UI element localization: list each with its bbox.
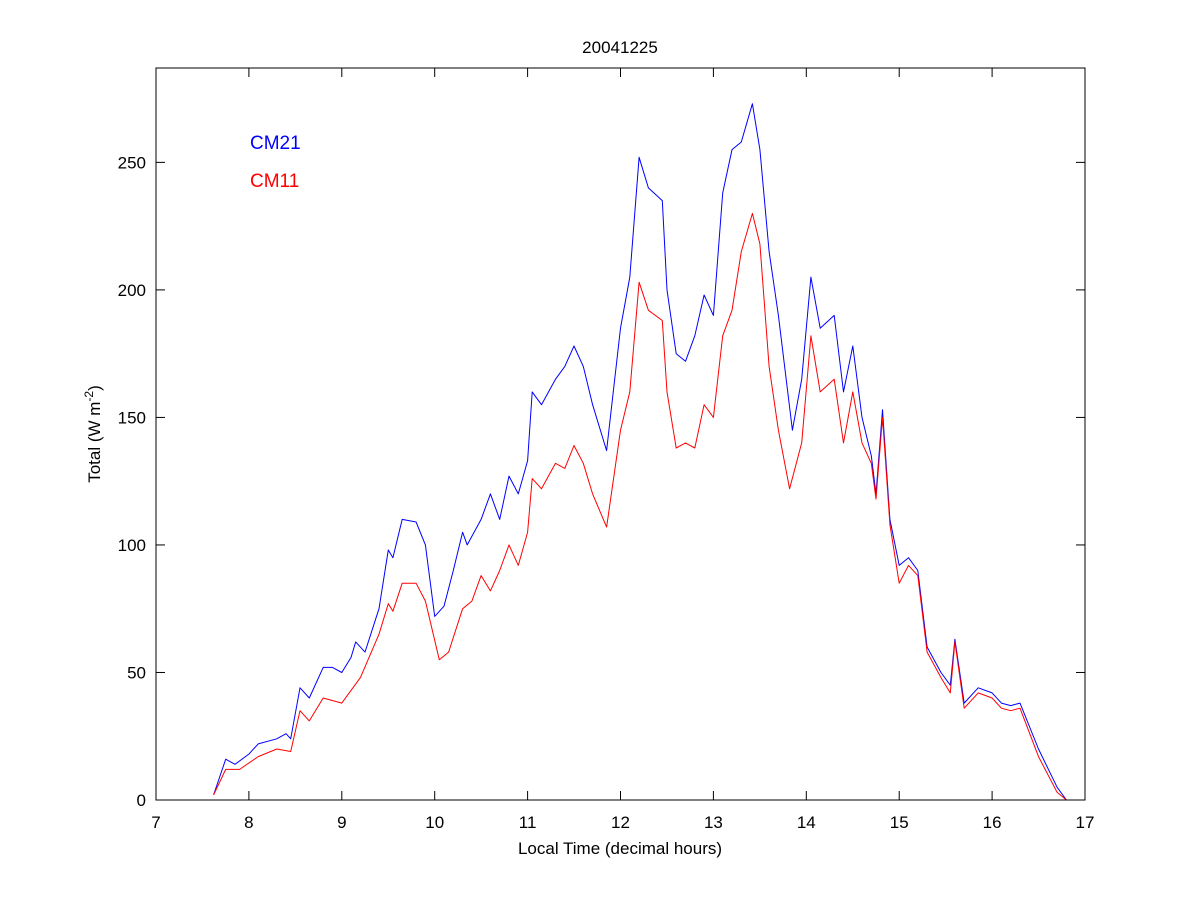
series-layer bbox=[213, 103, 1067, 801]
y-axis-label-main: Total (W m bbox=[85, 402, 104, 483]
legend-cm21: CM21 bbox=[250, 133, 301, 154]
y-tick-label: 250 bbox=[118, 153, 146, 172]
x-tick-label: 12 bbox=[611, 813, 630, 832]
x-tick-label: 16 bbox=[983, 813, 1002, 832]
x-tick-label: 9 bbox=[337, 813, 346, 832]
series-line-cm21 bbox=[213, 103, 1067, 801]
chart-title: 20041225 bbox=[582, 38, 658, 57]
y-tick-label: 50 bbox=[127, 663, 146, 682]
x-tick-label: 11 bbox=[519, 813, 537, 832]
x-tick-label: 8 bbox=[244, 813, 253, 832]
y-tick-label: 100 bbox=[118, 536, 146, 555]
y-axis-label-end: ) bbox=[85, 385, 104, 391]
x-tick-label: 13 bbox=[704, 813, 723, 832]
y-tick-label: 200 bbox=[118, 281, 146, 300]
y-axis-label-superscript: -2 bbox=[82, 391, 96, 402]
x-tick-label: 14 bbox=[797, 813, 816, 832]
series-line-cm11 bbox=[213, 212, 1067, 801]
legend-cm11: CM11 bbox=[250, 171, 299, 192]
y-tick-label: 0 bbox=[137, 791, 146, 810]
y-tick-label: 150 bbox=[118, 408, 146, 427]
x-tick-label: 17 bbox=[1076, 813, 1095, 832]
x-tick-label: 15 bbox=[890, 813, 909, 832]
x-tick-label: 7 bbox=[151, 813, 160, 832]
ticks-layer: 7 8 9 10 11 12 13 14 15 16 17 0 50 100 150 200 250 bbox=[118, 68, 1095, 832]
x-axis-label: Local Time (decimal hours) bbox=[518, 839, 722, 858]
y-axis-label: Total (W m-2) bbox=[82, 385, 104, 483]
x-tick-label: 10 bbox=[425, 813, 444, 832]
